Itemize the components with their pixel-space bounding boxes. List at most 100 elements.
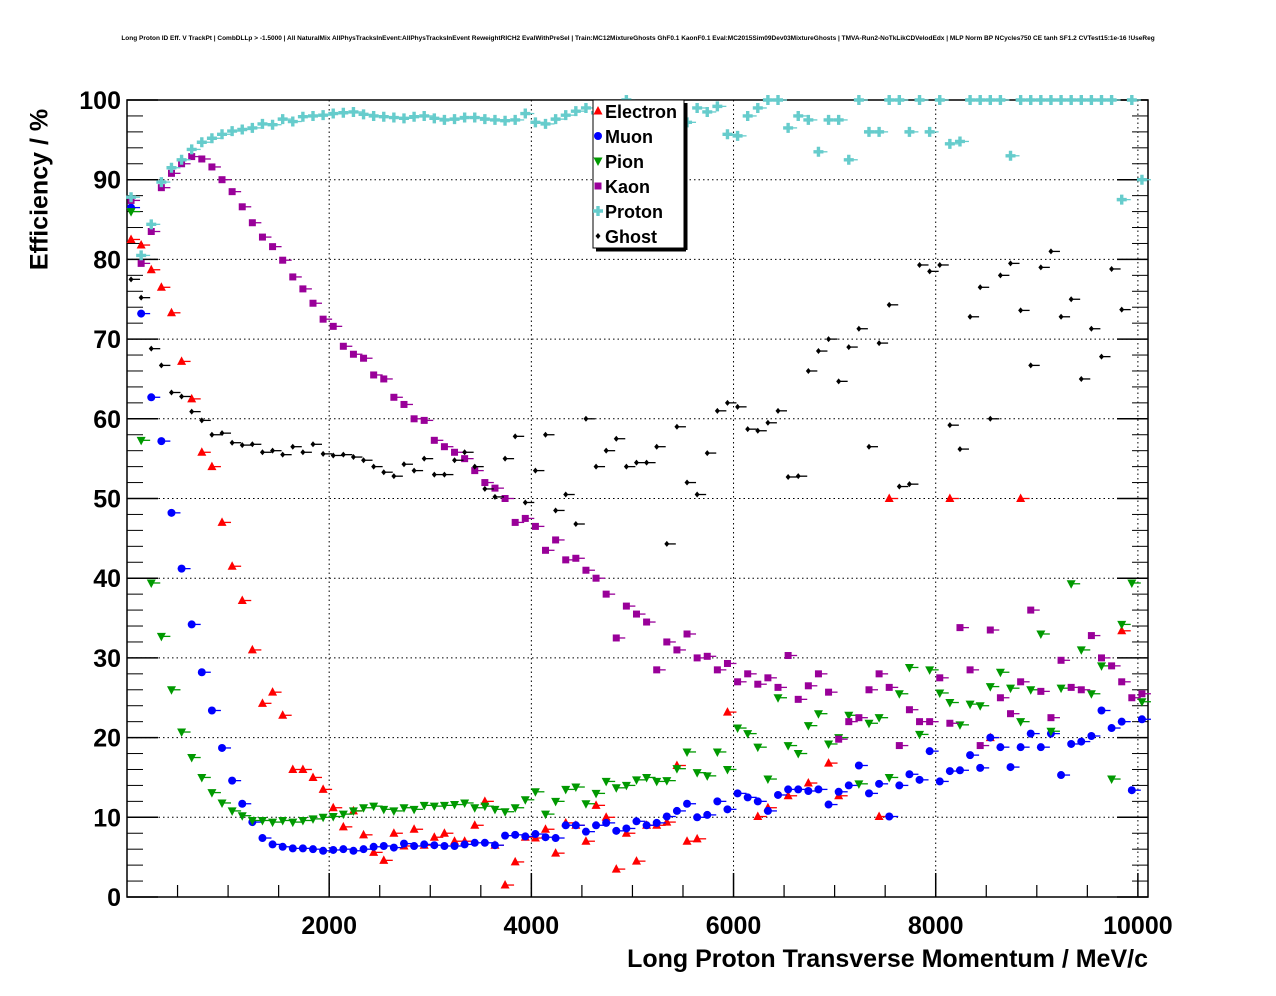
data-point-ghost xyxy=(573,521,579,528)
data-point-muon xyxy=(955,766,964,775)
data-point-kaon xyxy=(440,443,448,451)
data-point-electron xyxy=(338,821,348,831)
data-point-proton xyxy=(146,219,157,230)
data-point-muon xyxy=(1117,717,1126,726)
data-point-proton xyxy=(1045,95,1056,106)
data-point-muon xyxy=(1077,737,1086,746)
data-point-proton xyxy=(843,154,854,165)
data-point-proton xyxy=(449,114,460,125)
data-point-proton xyxy=(894,95,905,106)
data-point-pion xyxy=(541,810,551,820)
data-point-kaon xyxy=(825,688,833,696)
series-kaon xyxy=(127,153,1151,750)
data-point-kaon xyxy=(521,514,529,522)
data-point-pion xyxy=(783,742,793,751)
data-point-pion xyxy=(389,807,399,816)
data-point-muon xyxy=(430,841,439,850)
data-point-muon xyxy=(298,844,307,853)
y-tick-label: 50 xyxy=(93,486,121,514)
data-point-muon xyxy=(743,793,752,802)
data-point-kaon xyxy=(410,415,418,423)
data-point-ghost xyxy=(967,313,973,320)
data-point-pion xyxy=(773,694,783,703)
data-point-muon xyxy=(602,818,611,827)
data-point-electron xyxy=(753,811,763,821)
data-point-ghost xyxy=(492,493,498,500)
data-point-kaon xyxy=(319,315,327,323)
data-point-proton xyxy=(833,114,844,125)
data-point-ghost xyxy=(482,485,488,492)
data-point-proton xyxy=(783,122,794,133)
data-point-muon xyxy=(329,845,338,854)
data-point-muon xyxy=(713,797,722,806)
data-point-kaon xyxy=(562,556,570,564)
data-point-ghost xyxy=(977,284,983,291)
data-point-muon xyxy=(642,821,651,830)
data-point-kaon xyxy=(137,259,145,267)
data-point-pion xyxy=(753,743,763,753)
legend-marker-proton xyxy=(593,206,603,216)
data-point-muon xyxy=(359,845,368,854)
data-point-kaon xyxy=(1077,686,1085,694)
data-point-electron xyxy=(621,828,631,837)
series-proton xyxy=(126,95,1151,261)
data-point-kaon xyxy=(1067,683,1075,691)
data-point-ghost xyxy=(745,426,751,433)
data-point-muon xyxy=(1006,763,1015,772)
data-point-muon xyxy=(935,777,944,786)
data-point-electron xyxy=(389,828,399,837)
data-point-ghost xyxy=(957,446,963,453)
data-point-electron xyxy=(369,847,379,856)
data-point-kaon xyxy=(1057,656,1065,664)
data-point-proton xyxy=(1126,95,1137,106)
data-point-muon xyxy=(450,841,459,850)
y-tick-label: 0 xyxy=(107,884,121,912)
data-point-kaon xyxy=(1087,632,1095,640)
data-point-proton xyxy=(297,111,308,122)
data-point-muon xyxy=(774,790,783,799)
legend-marker-electron xyxy=(593,106,603,115)
data-point-muon xyxy=(268,840,277,849)
data-point-proton xyxy=(338,107,349,118)
data-point-proton xyxy=(247,122,258,133)
data-point-proton xyxy=(277,114,288,125)
data-point-pion xyxy=(530,788,540,797)
data-point-pion xyxy=(631,776,641,785)
data-point-ghost xyxy=(431,471,437,478)
data-point-kaon xyxy=(673,646,681,654)
data-point-kaon xyxy=(481,479,489,487)
data-point-pion xyxy=(146,579,156,588)
data-point-kaon xyxy=(208,163,216,171)
data-point-pion xyxy=(166,686,176,695)
data-point-electron xyxy=(126,234,136,243)
data-point-proton xyxy=(1136,174,1147,185)
data-point-kaon xyxy=(774,683,782,691)
data-point-pion xyxy=(682,748,692,757)
data-point-electron xyxy=(722,707,732,716)
data-point-kaon xyxy=(1118,678,1126,686)
data-point-kaon xyxy=(956,624,964,632)
data-point-kaon xyxy=(835,735,843,743)
data-point-kaon xyxy=(976,742,984,750)
data-point-ghost xyxy=(987,415,993,422)
data-point-pion xyxy=(237,812,247,821)
data-point-proton xyxy=(1116,194,1127,205)
data-point-proton xyxy=(166,162,177,173)
data-point-electron xyxy=(308,772,318,781)
data-point-proton xyxy=(267,119,278,130)
data-point-proton xyxy=(762,95,773,106)
data-point-ghost xyxy=(371,463,377,470)
data-point-kaon xyxy=(572,554,580,562)
data-point-ghost xyxy=(350,454,356,461)
data-point-ghost xyxy=(229,439,235,446)
data-point-muon xyxy=(470,838,479,847)
data-point-kaon xyxy=(390,393,398,401)
data-point-proton xyxy=(348,106,359,117)
data-point-kaon xyxy=(501,495,509,502)
data-point-kaon xyxy=(1037,687,1045,695)
data-point-muon xyxy=(733,789,742,798)
data-point-muon xyxy=(1097,706,1106,715)
data-point-muon xyxy=(814,785,823,794)
data-point-proton xyxy=(1096,95,1107,106)
legend-label-kaon: Kaon xyxy=(605,177,650,197)
